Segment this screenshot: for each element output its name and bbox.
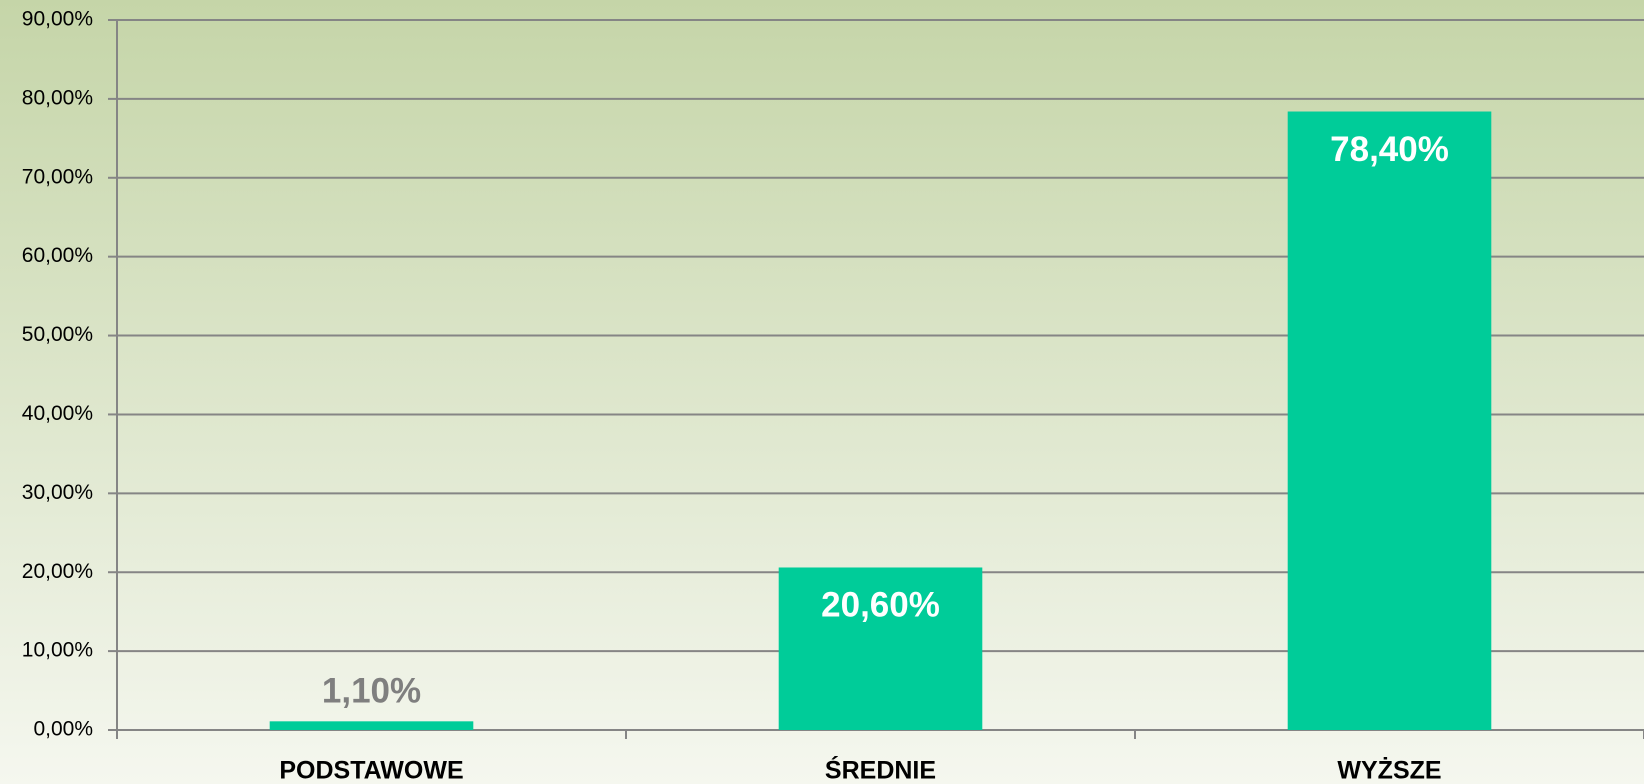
y-tick-label: 20,00% xyxy=(22,560,93,583)
bar xyxy=(269,721,474,730)
x-tick-label: PODSTAWOWE xyxy=(279,757,463,784)
bar xyxy=(778,567,983,730)
y-tick-label: 60,00% xyxy=(22,244,93,267)
y-tick-label: 70,00% xyxy=(22,165,93,188)
data-label: 20,60% xyxy=(821,586,940,625)
y-tick-label: 90,00% xyxy=(22,8,93,31)
y-tick-label: 40,00% xyxy=(22,402,93,425)
x-tick-label: ŚREDNIE xyxy=(825,755,936,784)
y-tick-label: 50,00% xyxy=(22,323,93,346)
bar xyxy=(1287,111,1492,730)
y-tick-label: 30,00% xyxy=(22,481,93,504)
x-tick-label: WYŻSZE xyxy=(1337,757,1441,784)
data-label: 1,10% xyxy=(322,672,421,711)
y-tick-label: 80,00% xyxy=(22,86,93,109)
y-tick-label: 10,00% xyxy=(22,639,93,662)
y-tick-label: 0,00% xyxy=(33,718,93,741)
data-label: 78,40% xyxy=(1330,130,1449,169)
